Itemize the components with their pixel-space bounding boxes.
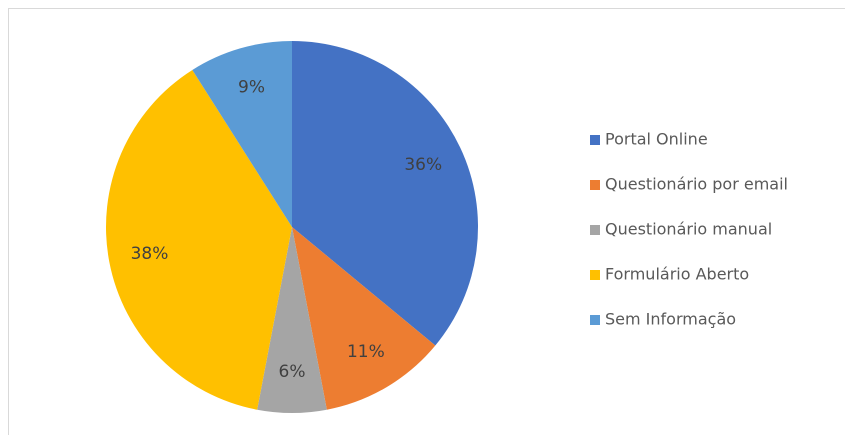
data-label: 9%	[238, 78, 265, 98]
pie-slice	[292, 41, 478, 346]
legend-label: Portal Online	[605, 130, 708, 149]
legend-label: Questionário por email	[605, 175, 788, 194]
pie-slice	[106, 69, 292, 410]
data-label: 11%	[347, 342, 385, 362]
data-label: 38%	[131, 244, 169, 264]
pie-slice	[257, 227, 327, 413]
pie-slice	[192, 41, 292, 227]
legend-label: Sem Informação	[605, 310, 736, 329]
pie-slice	[292, 227, 436, 410]
legend-swatch	[590, 180, 600, 190]
legend-swatch	[590, 225, 600, 235]
legend-swatch	[590, 270, 600, 280]
legend-swatch	[590, 315, 600, 325]
data-label: 6%	[279, 362, 306, 382]
legend-label: Questionário manual	[605, 220, 772, 239]
legend-label: Formulário Aberto	[605, 265, 749, 284]
data-label: 36%	[404, 155, 442, 175]
legend-swatch	[590, 135, 600, 145]
